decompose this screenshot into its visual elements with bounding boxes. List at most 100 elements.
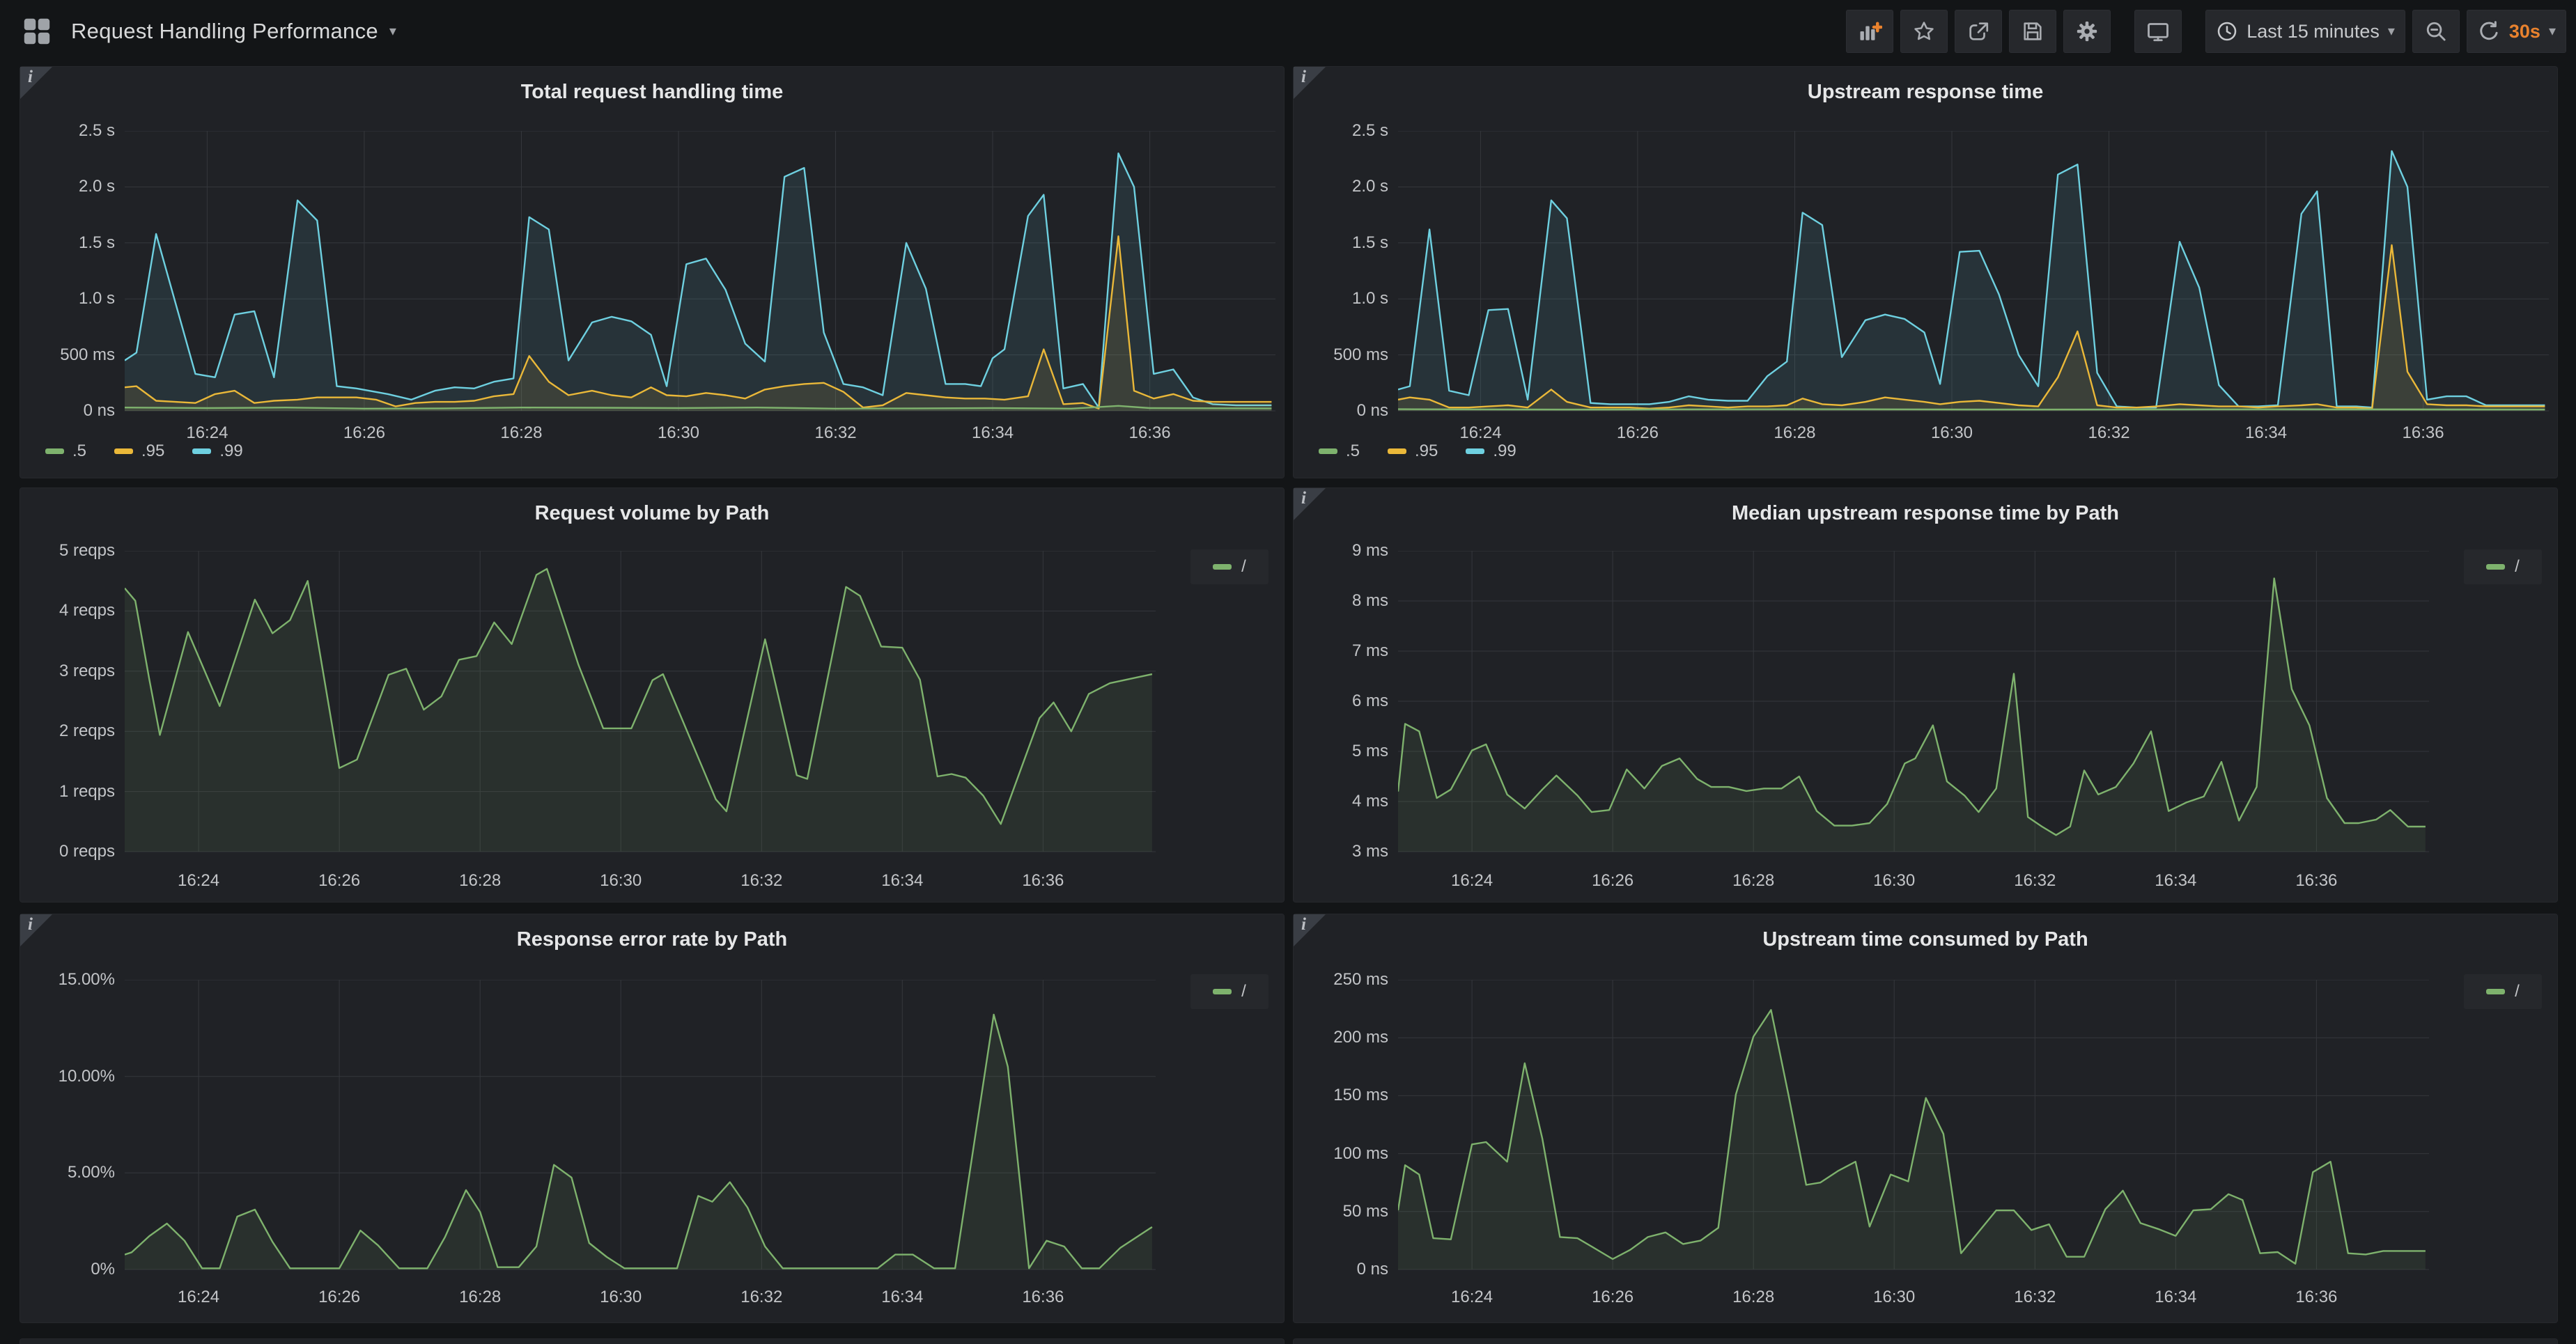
x-axis-tick-label: 16:32	[740, 871, 783, 890]
save-button[interactable]	[2009, 10, 2057, 53]
next-row-panel-partial	[1293, 1338, 2558, 1344]
zoom-out-button[interactable]	[2412, 10, 2460, 53]
x-axis-tick-label: 16:24	[1459, 423, 1502, 442]
legend-series-label: /	[1241, 982, 1246, 1001]
plot-area[interactable]	[125, 131, 1275, 412]
info-corner-icon[interactable]	[1294, 67, 1326, 99]
x-axis-tick-label: 16:32	[2014, 1288, 2056, 1306]
x-axis-tick-label: 16:28	[459, 1288, 502, 1306]
cycle-view-button[interactable]	[2134, 10, 2182, 53]
panel-title[interactable]: Upstream time consumed by Path	[1762, 928, 2088, 951]
legend-series-color	[45, 448, 64, 454]
legend-series-color	[1213, 564, 1232, 570]
y-axis-tick-label: 5 reqps	[59, 541, 115, 560]
x-axis-tick-label: 16:34	[972, 423, 1014, 442]
x-axis-tick-label: 16:30	[1930, 423, 1973, 442]
y-axis-tick-label: 4 reqps	[59, 601, 115, 620]
legend-series-color	[192, 448, 212, 454]
panel-response-error-rate-by-path[interactable]: i Response error rate by Path 15.00% 10.0…	[20, 914, 1285, 1323]
legend-item-/[interactable]: /	[1190, 549, 1268, 584]
add-panel-button[interactable]	[1846, 10, 1894, 53]
legend-item-.99[interactable]: .99	[192, 442, 243, 461]
y-axis-tick-label: 1.5 s	[78, 233, 115, 252]
series-line-.95	[1398, 244, 2545, 409]
series-area-.99	[1398, 150, 2545, 411]
x-axis-tick-label: 16:34	[881, 871, 924, 890]
tv-icon	[2148, 23, 2169, 42]
series-line-/	[125, 568, 1153, 825]
navbar: Request Handling Performance ▾	[0, 0, 2576, 63]
y-axis-tick-label: 250 ms	[1333, 970, 1388, 989]
info-corner-icon[interactable]	[1294, 488, 1326, 520]
refresh-interval-label: 30s	[2508, 20, 2540, 42]
settings-button[interactable]	[2063, 10, 2111, 53]
legend-item-/[interactable]: /	[2464, 549, 2542, 584]
search-minus-icon	[2426, 22, 2446, 41]
caret-down-icon: ▾	[2548, 24, 2556, 39]
panel-total-request-handling-time[interactable]: i Total request handling time 2.5 s 2.0 s…	[20, 66, 1285, 478]
legend-item-.95[interactable]: .95	[114, 442, 164, 461]
series-line-.99	[125, 153, 1272, 409]
legend-item-/[interactable]: /	[1190, 974, 1268, 1009]
y-axis-tick-label: 1 reqps	[59, 781, 115, 801]
x-axis-tick-label: 16:36	[2295, 871, 2338, 890]
x-axis-tick-label: 16:24	[178, 1288, 220, 1306]
plot-area[interactable]	[125, 980, 1156, 1271]
y-axis-tick-label: 0 reqps	[59, 842, 115, 861]
legend-item-/[interactable]: /	[2464, 974, 2542, 1009]
plot-area[interactable]	[1398, 980, 2429, 1271]
info-corner-icon[interactable]	[20, 67, 52, 99]
x-axis-tick-label: 16:36	[1022, 871, 1064, 890]
panel-title[interactable]: Median upstream response time by Path	[1732, 502, 2119, 524]
caret-down-icon: ▾	[389, 24, 397, 39]
panel-request-volume-by-path[interactable]: Request volume by Path 5 reqps 4 reqps 3 r…	[20, 487, 1285, 902]
x-axis-tick-label: 16:32	[814, 423, 857, 442]
plot-area[interactable]	[125, 551, 1156, 853]
legend-series-color	[1466, 448, 1485, 454]
legend-item-.95[interactable]: .95	[1388, 442, 1438, 461]
x-axis-tick-label: 16:36	[2295, 1288, 2338, 1306]
plot-area[interactable]	[1398, 131, 2549, 412]
info-corner-icon[interactable]	[1294, 914, 1326, 946]
y-axis-tick-label: 0 ns	[1356, 401, 1388, 420]
time-range-label: Last 15 minutes	[2247, 20, 2380, 42]
panel-upstream-response-time[interactable]: i Upstream response time 2.5 s 2.0 s 1.5 s…	[1293, 66, 2558, 478]
y-axis-tick-label: 200 ms	[1333, 1028, 1388, 1047]
plot-area[interactable]	[1398, 551, 2429, 853]
panel-title[interactable]: Upstream response time	[1807, 81, 2044, 103]
y-axis-tick-label: 15.00%	[58, 970, 115, 989]
info-corner-icon[interactable]	[20, 914, 52, 946]
legend-item-.5[interactable]: .5	[45, 442, 86, 461]
x-axis-tick-label: 16:30	[1873, 871, 1916, 890]
panel-title[interactable]: Total request handling time	[520, 81, 784, 103]
legend: .5 .95 .99	[45, 442, 243, 461]
legend-item-.5[interactable]: .5	[1319, 442, 1360, 461]
grid-logo-icon[interactable]	[21, 15, 53, 47]
share-button[interactable]	[1955, 10, 2003, 53]
next-row-panel-partial	[20, 1338, 1285, 1344]
y-axis-tick-label: 500 ms	[60, 345, 115, 364]
x-axis-tick-label: 16:26	[1616, 423, 1659, 442]
legend-series-label: .95	[1415, 442, 1438, 460]
y-axis-tick-label: 100 ms	[1333, 1143, 1388, 1163]
refresh-picker[interactable]: 30s ▾	[2466, 10, 2566, 53]
legend-series-label: .99	[219, 442, 243, 460]
y-axis-tick-label: 8 ms	[1351, 591, 1388, 610]
legend-item-.99[interactable]: .99	[1466, 442, 1516, 461]
dashboard-title-dropdown[interactable]: Request Handling Performance ▾	[71, 19, 396, 44]
x-axis-tick-label: 16:30	[657, 423, 700, 442]
y-axis-tick-label: 3 reqps	[59, 661, 115, 680]
legend-series-label: .99	[1493, 442, 1516, 460]
series-line-/	[125, 1013, 1153, 1269]
panel-upstream-time-consumed-by-path[interactable]: i Upstream time consumed by Path 250 ms 2…	[1293, 914, 2558, 1323]
x-axis-tick-label: 16:28	[1732, 871, 1775, 890]
star-button[interactable]	[1900, 10, 1948, 53]
x-axis-tick-label: 16:26	[343, 423, 385, 442]
time-range-picker[interactable]: Last 15 minutes ▾	[2205, 10, 2405, 53]
x-axis-tick-label: 16:28	[500, 423, 543, 442]
panel-title[interactable]: Response error rate by Path	[516, 928, 788, 951]
panel-title[interactable]: Request volume by Path	[534, 502, 770, 524]
x-axis-tick-label: 16:34	[2245, 423, 2288, 442]
panel-median-upstream-response-time-by-path[interactable]: i Median upstream response time by Path …	[1293, 487, 2558, 902]
x-axis-tick-label: 16:24	[1451, 1288, 1493, 1306]
